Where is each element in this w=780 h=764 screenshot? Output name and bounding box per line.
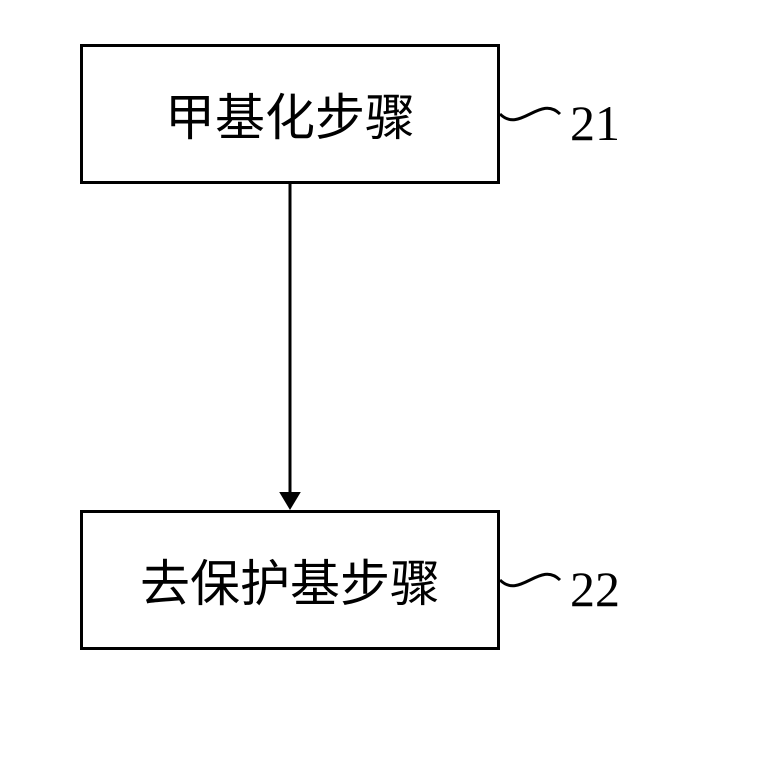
flowchart-canvas: 甲基化步骤 21 去保护基步骤 22 bbox=[0, 0, 780, 764]
flowchart-arrow bbox=[0, 0, 780, 764]
